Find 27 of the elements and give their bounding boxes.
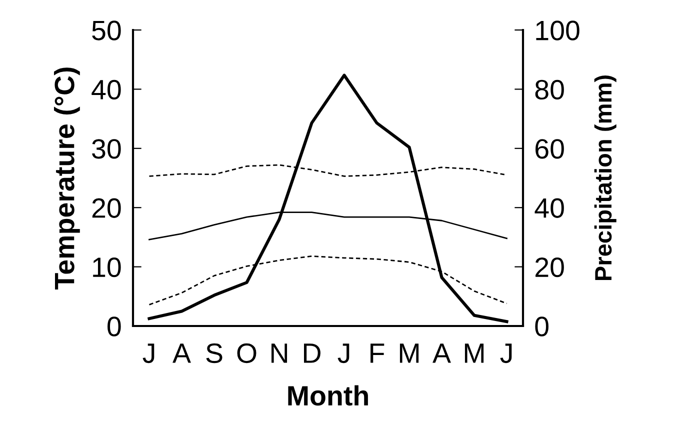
y2-tick-label: 60 — [536, 139, 564, 159]
x-tick-label: D — [304, 344, 320, 363]
x-tick-label: O — [237, 343, 256, 364]
y-tick-label: 30 — [92, 139, 121, 159]
x-tick-label: A — [172, 344, 191, 363]
x-tick-label: M — [464, 344, 484, 363]
x-tick-label: N — [272, 344, 288, 363]
y-tick-label: 0 — [108, 316, 121, 336]
y2-tick-label: 40 — [534, 198, 564, 218]
y-tick-label: 40 — [92, 80, 121, 100]
x-axis-title: Month — [288, 385, 368, 406]
x-tick-label: J — [500, 344, 512, 364]
x-tick-label: A — [432, 344, 451, 363]
x-tick-label: J — [142, 344, 154, 364]
y2-axis-title: Precipitation (mm) — [594, 76, 616, 280]
x-tick-label: M — [400, 344, 419, 363]
y2-tick-label: 20 — [536, 257, 564, 278]
y2-tick-label: 80 — [535, 80, 564, 100]
y-tick-label: 50 — [92, 20, 121, 40]
x-tick-label: S — [206, 343, 222, 364]
y-tick-label: 20 — [92, 198, 121, 218]
x-tick-label: J — [338, 344, 350, 364]
y2-tick-label: 100 — [536, 20, 580, 40]
x-tick-label: F — [370, 344, 384, 363]
y-axis-title: Temperature (°C) — [54, 68, 80, 290]
y-tick-label: 10 — [93, 257, 121, 278]
y2-tick-label: 0 — [535, 316, 548, 336]
